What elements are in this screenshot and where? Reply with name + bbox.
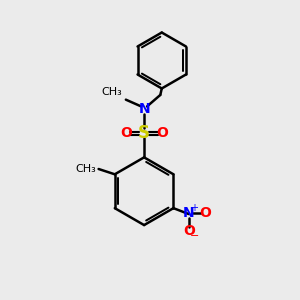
Text: O: O	[183, 224, 195, 238]
Text: O: O	[120, 126, 132, 140]
Text: S: S	[138, 124, 150, 142]
Text: −: −	[190, 231, 199, 241]
Text: +: +	[190, 203, 198, 213]
Text: N: N	[183, 206, 195, 220]
Text: O: O	[199, 206, 211, 220]
Text: CH₃: CH₃	[76, 164, 96, 174]
Text: CH₃: CH₃	[101, 87, 122, 97]
Text: N: N	[138, 102, 150, 116]
Text: O: O	[156, 126, 168, 140]
